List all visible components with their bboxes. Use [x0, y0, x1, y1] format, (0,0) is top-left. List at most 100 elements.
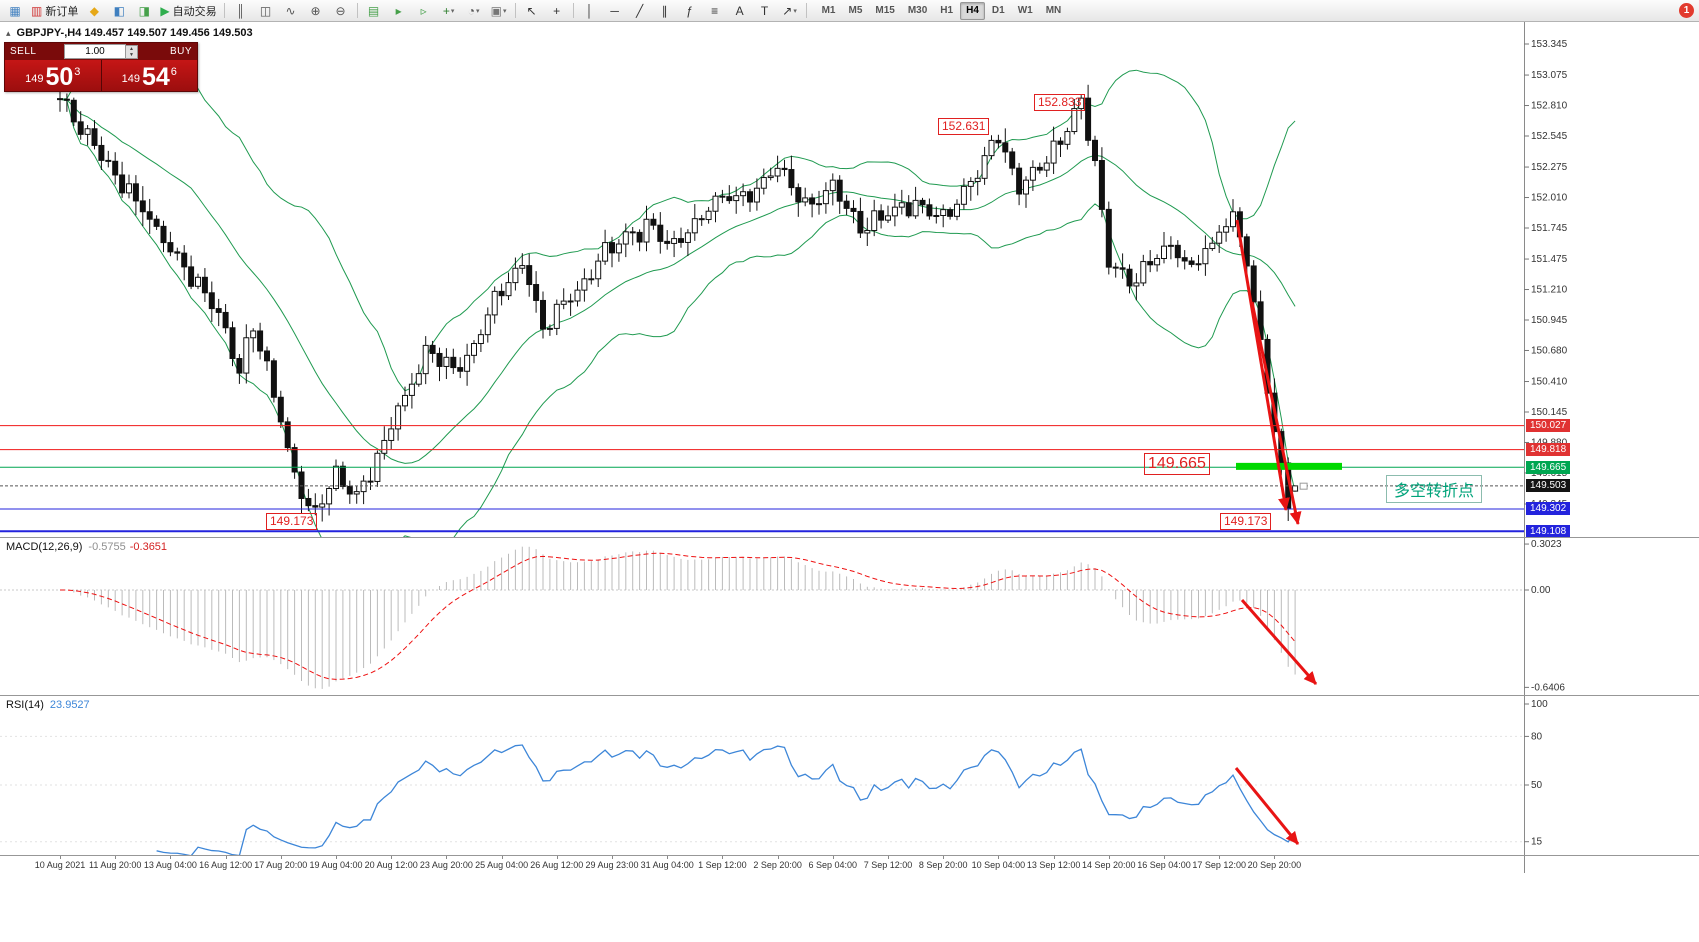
line-chart-button[interactable]: ∿: [279, 1, 303, 21]
zoom-in-button[interactable]: ⊕: [304, 1, 328, 21]
price-callout[interactable]: 149.173: [1220, 513, 1272, 530]
market-watch-button[interactable]: ◧: [107, 1, 131, 21]
timeframe-m5-button[interactable]: M5: [848, 5, 863, 16]
time-axis-tick: [1053, 856, 1055, 859]
autotrading-button[interactable]: ▶ 自动交易: [157, 1, 219, 21]
time-axis[interactable]: 10 Aug 2021 11 Aug 20:00 13 Aug 04:00 16 Au…: [0, 855, 1699, 873]
fibonacci-button[interactable]: ƒ: [678, 1, 702, 21]
text-label-button[interactable]: T: [753, 1, 777, 21]
price-tag: 149.108: [1526, 524, 1571, 538]
favorites-button[interactable]: ◆: [82, 1, 106, 21]
horizontal-line-button[interactable]: ─: [603, 1, 627, 21]
price-callout[interactable]: 149.665: [1144, 453, 1210, 475]
timeframe-mn-button[interactable]: MN: [1045, 5, 1062, 16]
time-axis-label: 2 Sep 20:00: [753, 860, 802, 870]
price-callout[interactable]: 152.833: [1034, 94, 1086, 111]
trade-panel-prices: 149 50 3 149 54 6: [5, 60, 197, 91]
channel-button[interactable]: ∥: [653, 1, 677, 21]
periods-menu-button[interactable]: ◔ ▾: [462, 1, 486, 21]
trend-arrow[interactable]: [1250, 301, 1302, 525]
new-chart-menu-button[interactable]: + ▾: [437, 1, 461, 21]
time-axis-tick: [1164, 856, 1165, 859]
arrows-tool-button[interactable]: ↗ ▾: [778, 1, 802, 21]
trend-arrow[interactable]: [1240, 599, 1318, 685]
main-chart-canvas[interactable]: 153.345 153.075 152.810 152.545 152.275 152.0…: [0, 22, 1699, 537]
auto-scroll-button[interactable]: ▸: [387, 1, 411, 21]
price-tag: 150.027: [1526, 419, 1571, 433]
timeframe-h1-button[interactable]: H1: [940, 5, 954, 16]
shapes-button[interactable]: ≡: [703, 1, 727, 21]
dropdown-arrow-icon: ▾: [502, 7, 507, 15]
timeframe-m15-button[interactable]: M15: [875, 5, 895, 16]
auto-scroll-icon: ▸: [395, 3, 402, 18]
price-tag: 149.302: [1526, 502, 1571, 516]
data-window-button[interactable]: ◨: [132, 1, 156, 21]
arrows-tool-icon: ↗: [782, 3, 793, 18]
buy-button[interactable]: 149 54 6: [101, 60, 197, 91]
time-axis-label: 1 Sep 12:00: [698, 860, 747, 870]
candlestick-chart-button[interactable]: ◫: [254, 1, 278, 21]
price-callout[interactable]: 149.173: [266, 513, 318, 530]
new-chart-button[interactable]: ▦: [3, 1, 27, 21]
volume-down-icon[interactable]: ▼: [129, 51, 134, 58]
time-axis-tick: [391, 856, 393, 859]
channel-icon: ∥: [661, 3, 668, 18]
price-callout[interactable]: 152.631: [938, 118, 990, 135]
time-axis-label: 23 Aug 20:00: [419, 860, 473, 870]
notification-badge[interactable]: 1: [1679, 3, 1694, 18]
volume-input[interactable]: [64, 44, 126, 59]
time-axis-tick: [1219, 856, 1221, 859]
symbol-ohlc-text: GBPJPY-,H4 149.457 149.507 149.456 149.5…: [16, 27, 253, 39]
timeframe-h4-button[interactable]: H4: [960, 1, 985, 20]
price-axis-tick: 153.345: [1531, 39, 1568, 50]
volume-up-icon[interactable]: ▲: [129, 45, 134, 52]
timeframe-m30-button[interactable]: M30: [907, 5, 928, 16]
sell-button[interactable]: 149 50 3: [5, 60, 102, 91]
time-axis-tick: [943, 856, 945, 859]
autotrading-label: 自动交易: [172, 5, 217, 18]
zoom-out-button[interactable]: ⊖: [329, 1, 353, 21]
tile-windows-button[interactable]: ▤: [362, 1, 386, 21]
buy-price-sup: 6: [170, 66, 177, 78]
cursor-button[interactable]: ↖: [520, 1, 544, 21]
time-axis-label: 16 Aug 12:00: [199, 860, 253, 870]
time-axis-tick: [777, 856, 779, 859]
autotrading-icon: ▶: [160, 3, 170, 18]
axis-separator: [1524, 856, 1525, 873]
trend-arrow[interactable]: [1234, 767, 1300, 845]
templates-menu-button[interactable]: ▣ ▾: [487, 1, 511, 21]
time-axis-label: 31 Aug 04:00: [640, 860, 694, 870]
timeframe-toolbar: M1 M5 M15 M30 H1 H4 D1 W1 MN: [816, 1, 1068, 20]
rsi-canvas[interactable]: 100 80 50 15: [0, 696, 1699, 856]
chart-shift-button[interactable]: ▹: [412, 1, 436, 21]
timeframe-d1-button[interactable]: D1: [991, 5, 1005, 16]
bar-chart-button[interactable]: ║: [229, 1, 253, 21]
new-chart-menu-icon: +: [442, 3, 450, 18]
crosshair-button[interactable]: +: [545, 1, 569, 21]
macd-canvas[interactable]: 0.3023 0.00 -0.6406: [0, 538, 1699, 696]
time-axis-label: 20 Aug 12:00: [364, 860, 418, 870]
toolbar-separator: [356, 3, 358, 18]
time-axis-label: 11 Aug 20:00: [88, 860, 142, 870]
timeframe-m1-button[interactable]: M1: [821, 5, 836, 16]
text-button[interactable]: A: [728, 1, 752, 21]
trend-arrow[interactable]: [1235, 219, 1290, 511]
text-icon: A: [735, 3, 744, 18]
price-axis-tick: 151.475: [1531, 254, 1568, 265]
main-chart-panel: 153.345 153.075 152.810 152.545 152.275 152.0…: [0, 22, 1699, 538]
bollinger-band-line: [59, 98, 1296, 537]
time-axis-tick: [336, 856, 337, 859]
collapse-trade-panel-icon[interactable]: ▴: [6, 28, 11, 38]
trendline-button[interactable]: ╱: [628, 1, 652, 21]
vertical-line-button[interactable]: │: [578, 1, 602, 21]
sell-price-sup: 3: [74, 66, 81, 78]
note-annotation[interactable]: 多空转折点: [1386, 475, 1483, 503]
text-label-icon: T: [760, 3, 769, 18]
price-axis-tick: 150.145: [1531, 407, 1568, 418]
symbol-info: ▴ GBPJPY-,H4 149.457 149.507 149.456 149.…: [6, 27, 253, 39]
new-order-button[interactable]: ▥ 新订单: [28, 1, 81, 21]
macd-signal-value: -0.3651: [129, 541, 168, 553]
timeframe-w1-button[interactable]: W1: [1017, 5, 1033, 16]
line-chart-icon: ∿: [285, 3, 296, 18]
rsi-axis-tick: 15: [1531, 837, 1543, 848]
